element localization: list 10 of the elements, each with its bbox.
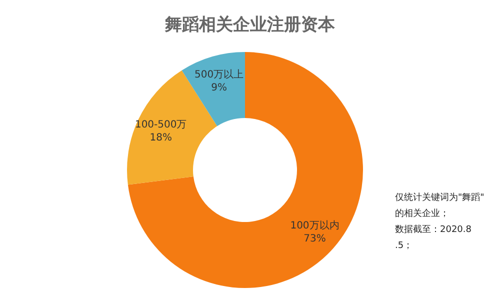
slice-label: 100万以内 <box>290 220 340 232</box>
text: 数据截至：2020.8.5； <box>395 224 472 251</box>
chart-title: 舞蹈相关企业注册资本 <box>164 15 336 35</box>
text: 仅统计关键词为"舞蹈"的相关企业； <box>395 192 484 219</box>
data-label: 9% <box>211 82 227 94</box>
data-label: 18% <box>150 132 172 144</box>
donut-slice <box>128 52 363 288</box>
slice-label: 100-500万 <box>134 119 187 130</box>
data-label: 73% <box>304 234 326 244</box>
slice-label: 500万以上 <box>194 68 244 81</box>
